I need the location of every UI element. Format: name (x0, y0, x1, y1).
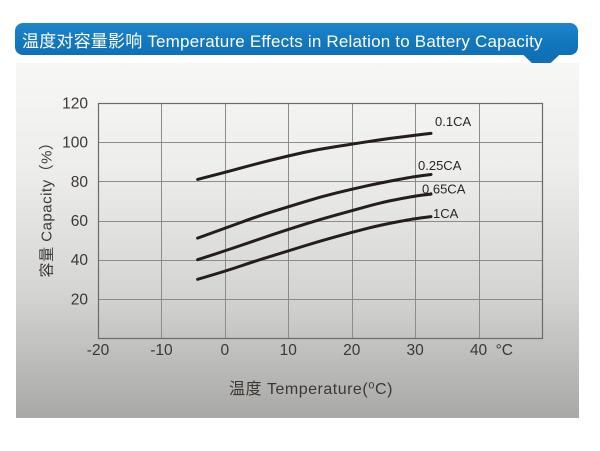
x-tick-label: 10 (280, 342, 298, 359)
page-title: 温度对容量影响 Temperature Effects in Relation … (22, 31, 543, 51)
x-tick-label: 20 (343, 342, 361, 359)
x-axis-unit-label: °C (496, 342, 513, 359)
series-label-0.25CA: 0.25CA (418, 158, 462, 173)
series-curve-0.1CA (196, 131, 433, 181)
y-axis-title: 容量 Capacity（%） (38, 134, 56, 278)
series-curve-0.65CA (196, 192, 433, 262)
y-tick-label: 80 (71, 174, 89, 191)
y-tick-label: 40 (71, 252, 89, 269)
series-label-1CA: 1CA (433, 206, 459, 221)
y-tick-label: 20 (71, 291, 89, 308)
series-curve-1CA (196, 215, 433, 281)
series-curve-0.25CA (196, 173, 433, 240)
y-tick-label: 100 (62, 135, 88, 152)
x-tick-label: 0 (221, 342, 230, 359)
title-banner: 温度对容量影响 Temperature Effects in Relation … (15, 23, 578, 55)
x-tick-label: 40 (470, 342, 488, 359)
chart-panel (16, 63, 579, 418)
plot-border (97, 102, 544, 340)
series-label-0.1CA: 0.1CA (435, 114, 471, 129)
x-tick-label: -10 (150, 342, 173, 359)
x-axis-title: 温度 Temperature(⁰C) (229, 381, 393, 398)
x-tick-label: -20 (87, 342, 110, 359)
y-tick-label: 120 (62, 96, 88, 113)
series-label-0.65CA: 0.65CA (422, 182, 466, 197)
y-tick-label: 60 (71, 213, 89, 230)
x-tick-label: 30 (407, 342, 425, 359)
